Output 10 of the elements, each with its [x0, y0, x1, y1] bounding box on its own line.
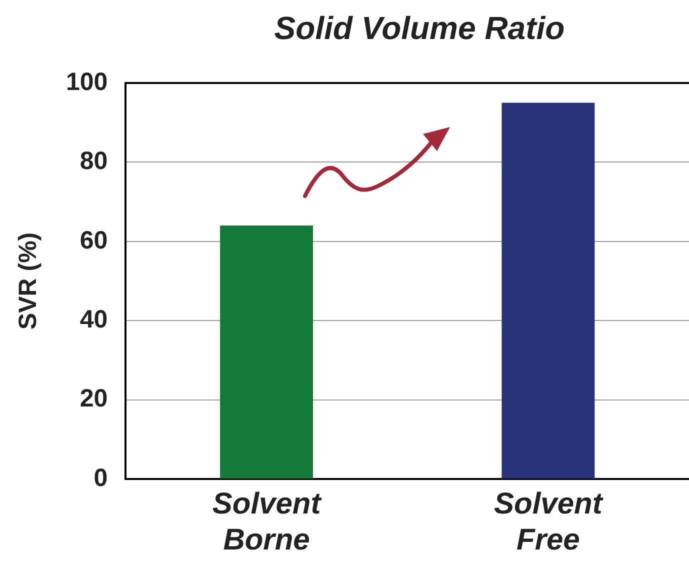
y-tick-label: 20 — [80, 384, 108, 413]
chart-title: Solid Volume Ratio — [273, 10, 566, 47]
x-tick-label: Solvent Free — [494, 487, 604, 556]
x-tick-label: Solvent Borne — [212, 487, 323, 556]
y-tick-label: 80 — [80, 147, 108, 176]
y-axis-title: SVR (%) — [14, 232, 42, 330]
y-tick-label: 0 — [94, 464, 108, 492]
y-tick-label: 40 — [80, 305, 108, 334]
y-tick-label: 100 — [66, 68, 108, 96]
y-tick-label: 60 — [80, 226, 108, 254]
